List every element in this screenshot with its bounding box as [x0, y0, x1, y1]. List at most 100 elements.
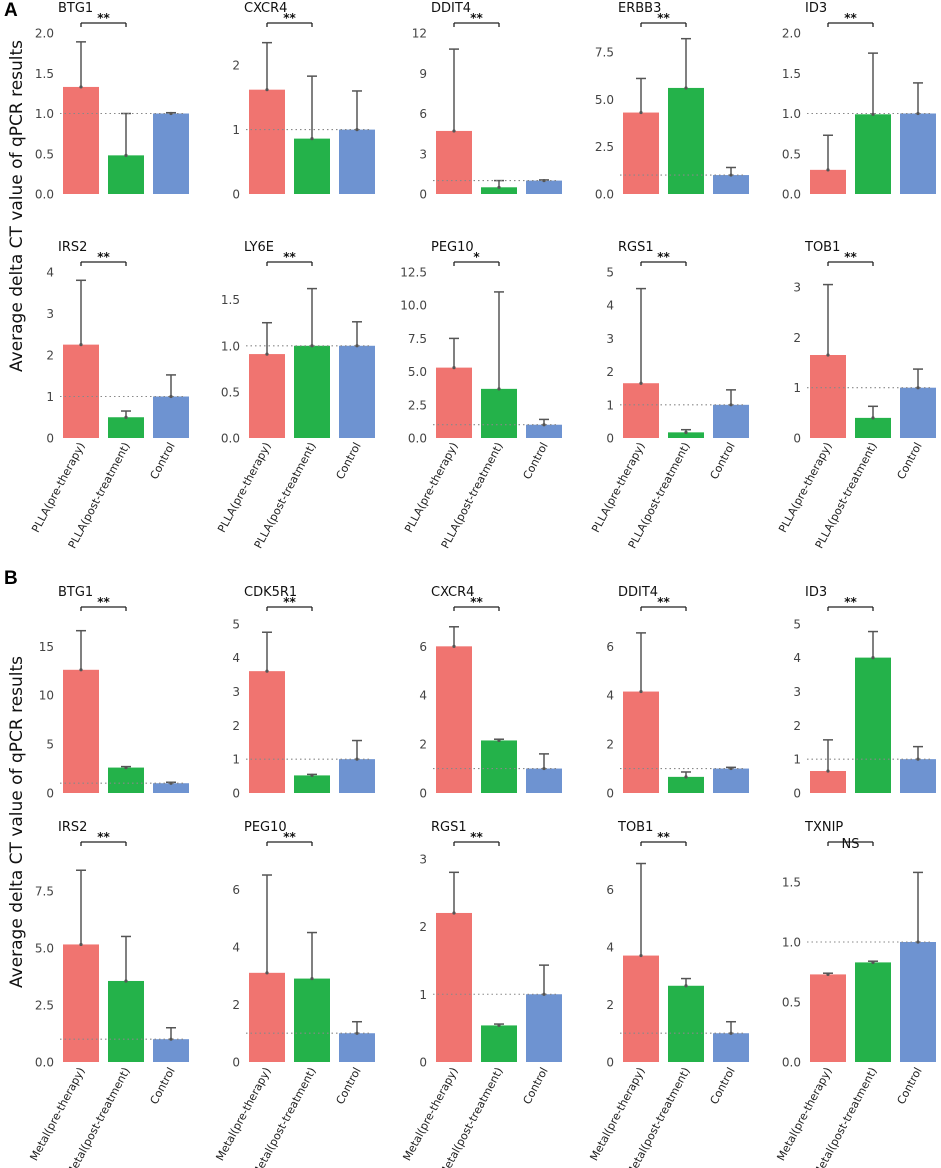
a-ly6e-bar-post [294, 346, 330, 438]
a-cxcr4-title: CXCR4 [244, 1, 287, 16]
a-rgs1-significance-label: ** [657, 250, 670, 264]
a-irs2-ytick-label: 4 [46, 266, 54, 280]
b-tob1-point-post [684, 984, 687, 987]
a-ddit4-point-post [497, 186, 500, 189]
b-txnip-significance-label: NS [842, 837, 860, 852]
b-txnip-bar-pre [810, 974, 846, 1062]
a-id3-ytick-label: 0.5 [782, 147, 801, 161]
a-rgs1-ytick-label: 1 [606, 398, 614, 412]
a-tob1-point-pre [826, 353, 829, 356]
b-id3-ytick-label: 2 [793, 719, 801, 733]
b-rgs1-point-pre [452, 911, 455, 914]
b-tob1-significance-label: ** [657, 830, 670, 844]
b-cxcr4-point-post [497, 739, 500, 742]
a-tob1-ytick-label: 2 [793, 331, 801, 345]
b-tob1-point-pre [639, 954, 642, 957]
b-ddit4-ytick-label: 0 [606, 787, 614, 801]
a-ly6e-ytick-label: 1.5 [221, 293, 240, 307]
b-txnip-bar-post [855, 962, 891, 1062]
a-rgs1-point-control [729, 403, 732, 406]
b-rgs1-bar-post [481, 1025, 517, 1062]
a-ddit4-point-pre [452, 129, 455, 132]
a-irs2-bar-control [153, 397, 189, 439]
b-id3-ytick-label: 1 [793, 753, 801, 767]
a-id3-point-post [871, 113, 874, 116]
a-erbb3-point-post [684, 86, 687, 89]
a-id3-ytick-label: 0.0 [782, 188, 801, 202]
b-peg10-ytick-label: 4 [232, 940, 240, 954]
b-id3-point-control [916, 758, 919, 761]
b-tob1-point-control [729, 1032, 732, 1035]
b-cxcr4-bar-post [481, 740, 517, 793]
a-tob1-xtick-label: Control [895, 440, 925, 481]
a-irs2-bar-post [108, 417, 144, 438]
b-cdk5r1-point-pre [265, 670, 268, 673]
a-ly6e-point-pre [265, 352, 268, 355]
b-btg1-ytick-label: 5 [46, 738, 54, 752]
b-tob1-bar-control [713, 1033, 749, 1062]
a-irs2-point-control [169, 395, 172, 398]
b-id3-point-pre [826, 769, 829, 772]
b-cdk5r1-significance-label: ** [283, 595, 296, 609]
a-cxcr4-point-pre [265, 88, 268, 91]
a-erbb3-ytick-label: 5.0 [595, 93, 614, 107]
a-ddit4-ytick-label: 3 [419, 147, 427, 161]
b-peg10-ytick-label: 2 [232, 998, 240, 1012]
a-peg10-bar-pre [436, 368, 472, 438]
a-btg1-point-post [124, 154, 127, 157]
b-irs2-point-post [124, 979, 127, 982]
a-irs2-point-pre [79, 343, 82, 346]
a-ly6e-ytick-label: 1.0 [221, 339, 240, 353]
a-ddit4-significance-label: ** [470, 11, 483, 25]
b-tob1-ytick-label: 0 [606, 1056, 614, 1070]
a-btg1-ytick-label: 0.0 [35, 188, 54, 202]
b-btg1-title: BTG1 [58, 585, 93, 600]
a-irs2-xtick-label: Control [148, 440, 178, 481]
a-erbb3-bar-post [668, 88, 704, 194]
a-ly6e-xtick-label: Control [334, 440, 364, 481]
b-irs2-point-control [169, 1038, 172, 1041]
a-erbb3-ytick-label: 0.0 [595, 188, 614, 202]
b-ddit4-point-pre [639, 690, 642, 693]
b-cxcr4-significance-label: ** [470, 595, 483, 609]
a-tob1-point-post [871, 416, 874, 419]
a-rgs1-ytick-label: 2 [606, 365, 614, 379]
a-ly6e-point-control [355, 344, 358, 347]
a-ddit4-bar-pre [436, 131, 472, 194]
b-id3-ytick-label: 5 [793, 617, 801, 631]
b-cdk5r1-ytick-label: 3 [232, 685, 240, 699]
b-peg10-bar-control [339, 1033, 375, 1062]
a-tob1-bar-pre [810, 355, 846, 438]
a-irs2-point-post [124, 416, 127, 419]
a-peg10-point-pre [452, 366, 455, 369]
a-id3-ytick-label: 1.0 [782, 107, 801, 121]
b-peg10-ytick-label: 6 [232, 883, 240, 897]
a-erbb3-bar-control [713, 175, 749, 194]
a-tob1-significance-label: ** [844, 250, 857, 264]
a-tob1-point-control [916, 386, 919, 389]
b-irs2-ytick-label: 5.0 [35, 941, 54, 955]
b-id3-point-post [871, 656, 874, 659]
b-txnip-point-post [871, 961, 874, 964]
a-irs2-ytick-label: 2 [46, 349, 54, 363]
a-peg10-ytick-label: 5.0 [408, 365, 427, 379]
b-rgs1-title: RGS1 [431, 820, 467, 835]
a-cxcr4-ytick-label: 2 [232, 59, 240, 73]
a-peg10-bar-control [526, 425, 562, 438]
b-txnip-point-pre [826, 973, 829, 976]
a-rgs1-bar-control [713, 405, 749, 438]
b-btg1-ytick-label: 15 [39, 640, 54, 654]
b-rgs1-xtick-label: Control [521, 1065, 551, 1106]
b-peg10-ytick-label: 0 [232, 1056, 240, 1070]
a-peg10-ytick-label: 2.5 [408, 398, 427, 412]
a-btg1-bar-control [153, 114, 189, 195]
a-tob1-bar-post [855, 418, 891, 438]
b-cdk5r1-bar-control [339, 759, 375, 793]
b-tob1-ytick-label: 6 [606, 883, 614, 897]
a-erbb3-point-pre [639, 111, 642, 114]
b-rgs1-point-post [497, 1024, 500, 1027]
b-peg10-xtick-label: Control [334, 1065, 364, 1106]
b-ddit4-significance-label: ** [657, 595, 670, 609]
a-ddit4-ytick-label: 6 [419, 107, 427, 121]
b-cdk5r1-bar-pre [249, 671, 285, 793]
